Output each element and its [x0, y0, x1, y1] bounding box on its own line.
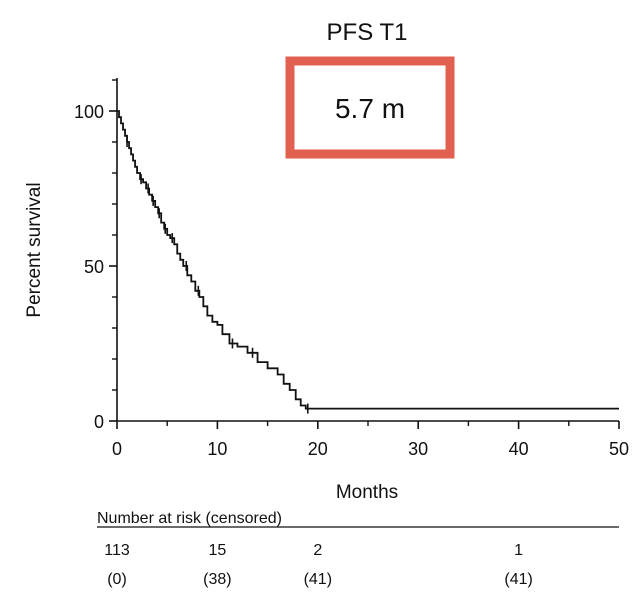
- median-annotation: 5.7 m: [285, 56, 455, 159]
- x-axis-ticks: 0 10 20 30 40 50: [112, 421, 629, 459]
- x-axis-label: Months: [336, 482, 398, 503]
- censor-marks: [126, 137, 309, 414]
- y-axis-ticks: 0 50 100: [74, 79, 117, 432]
- y-tick-label: 50: [84, 257, 104, 277]
- x-tick-label: 30: [408, 439, 428, 459]
- risk-censored-value: (41): [504, 571, 532, 588]
- x-tick-label: 20: [308, 439, 328, 459]
- median-box: [285, 56, 455, 159]
- risk-at-risk-value: 15: [209, 542, 227, 559]
- chart-title: PFS T1: [327, 19, 408, 46]
- risk-at-risk-value: 113: [104, 542, 130, 559]
- risk-at-risk-value: 1: [514, 542, 523, 559]
- risk-table-values: 113 (0) 15 (38) 2 (41) 1 (41): [104, 542, 533, 588]
- survival-curve-line: [117, 110, 619, 410]
- risk-at-risk-value: 2: [313, 542, 322, 559]
- y-tick-label: 100: [74, 102, 104, 122]
- y-axis-label: Percent survival: [24, 182, 45, 317]
- x-tick-label: 50: [609, 439, 629, 459]
- risk-censored-value: (0): [107, 571, 127, 588]
- risk-table: Number at risk (censored) 113 (0) 15 (38) 2 (…: [97, 510, 619, 588]
- median-label: 5.7 m: [335, 93, 405, 124]
- risk-censored-value: (38): [203, 571, 231, 588]
- risk-table-header: Number at risk (censored): [97, 510, 282, 527]
- risk-censored-value: (41): [304, 571, 332, 588]
- x-tick-label: 10: [207, 439, 227, 459]
- x-tick-label: 0: [112, 439, 122, 459]
- x-tick-label: 40: [509, 439, 529, 459]
- y-tick-label: 0: [94, 412, 104, 432]
